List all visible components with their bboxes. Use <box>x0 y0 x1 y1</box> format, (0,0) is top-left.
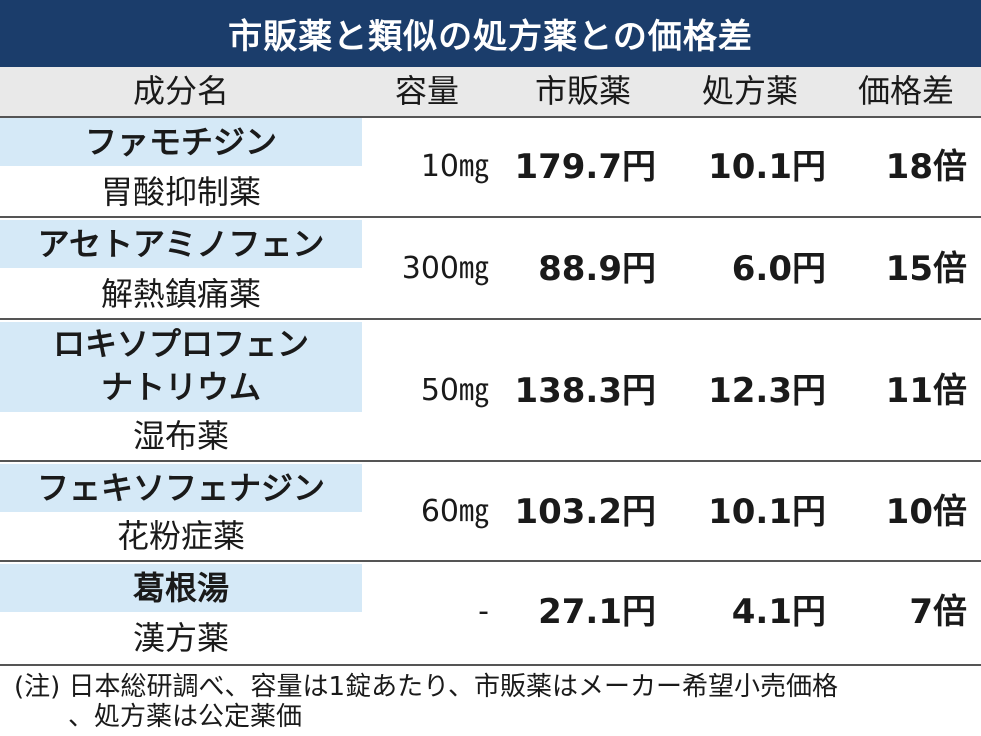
drug-category: 湿布薬 <box>132 417 229 455</box>
table-row: 葛根湯 漢方薬 - 27.1円 4.1円 7倍 <box>0 562 981 666</box>
name-highlight <box>0 564 362 612</box>
capacity-value: 50㎎ <box>420 373 489 408</box>
otc-price: 138.3円 <box>514 371 656 411</box>
capacity-value: 300㎎ <box>401 251 489 286</box>
footnote-line1: (注) 日本総研調べ、容量は1錠あたり、市販薬はメーカー希望小売価格 <box>14 672 839 702</box>
footnote-line2: 、処方薬は公定薬価 <box>68 702 303 732</box>
ingredient-name: アセトアミノフェン <box>37 225 325 263</box>
price-difference: 7倍 <box>909 592 967 632</box>
drug-category: 解熱鎮痛薬 <box>100 275 261 313</box>
prescription-price: 6.0円 <box>731 249 826 289</box>
price-difference: 10倍 <box>885 492 967 532</box>
header-ingredient: 成分名 <box>132 72 229 110</box>
ingredient-name: 葛根湯 <box>132 569 229 607</box>
prescription-price: 12.3円 <box>708 371 826 411</box>
header-difference: 価格差 <box>858 72 955 110</box>
capacity-value: 10㎎ <box>420 149 489 184</box>
header-capacity: 容量 <box>395 72 460 110</box>
otc-price: 88.9円 <box>538 249 656 289</box>
ingredient-name: ファモチジン <box>84 123 277 161</box>
otc-price: 103.2円 <box>514 492 656 532</box>
name-highlight <box>0 220 362 268</box>
otc-price: 179.7円 <box>514 147 656 187</box>
table-row: ファモチジン 胃酸抑制薬 10㎎ 179.7円 10.1円 18倍 <box>0 118 981 218</box>
drug-category: 胃酸抑制薬 <box>100 173 261 211</box>
header-otc: 市販薬 <box>535 72 632 110</box>
ingredient-name: フェキソフェナジン <box>36 469 325 507</box>
otc-price: 27.1円 <box>538 592 656 632</box>
drug-category: 漢方薬 <box>132 619 229 657</box>
ingredient-name-line1: ロキソプロフェン <box>52 325 309 363</box>
name-highlight <box>0 118 362 166</box>
table-title: 市販薬と類似の処方薬との価格差 <box>0 0 981 67</box>
table-row: フェキソフェナジン 花粉症薬 60㎎ 103.2円 10.1円 10倍 <box>0 462 981 562</box>
header-prescription: 処方薬 <box>702 72 799 110</box>
table-row: ロキソプロフェン ナトリウム 湿布薬 50㎎ 138.3円 12.3円 11倍 <box>0 320 981 462</box>
price-difference: 11倍 <box>885 371 967 411</box>
footnote: (注) 日本総研調べ、容量は1錠あたり、市販薬はメーカー希望小売価格 、処方薬は… <box>14 672 974 732</box>
name-highlight <box>0 322 362 412</box>
capacity-value: - <box>478 594 489 629</box>
ingredient-name-line2: ナトリウム <box>100 368 261 406</box>
price-difference: 15倍 <box>885 249 967 289</box>
capacity-value: 60㎎ <box>420 494 489 529</box>
prescription-price: 10.1円 <box>708 492 826 532</box>
name-highlight <box>0 464 362 512</box>
table-header-row: 成分名 容量 市販薬 処方薬 価格差 <box>0 67 981 118</box>
prescription-price: 4.1円 <box>731 592 826 632</box>
drug-category: 花粉症薬 <box>116 517 245 555</box>
price-difference: 18倍 <box>885 147 967 187</box>
prescription-price: 10.1円 <box>708 147 826 187</box>
table-row: アセトアミノフェン 解熱鎮痛薬 300㎎ 88.9円 6.0円 15倍 <box>0 218 981 320</box>
